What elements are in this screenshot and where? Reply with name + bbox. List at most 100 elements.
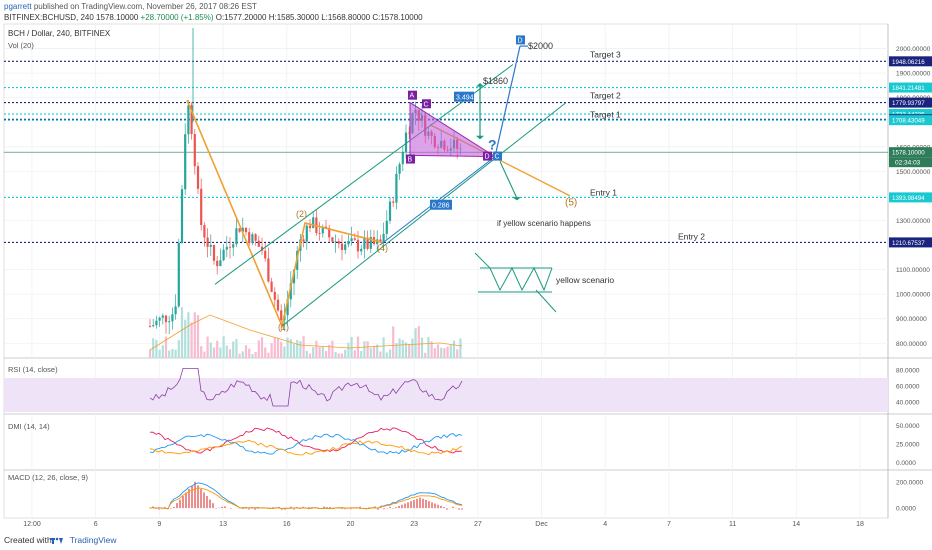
candle-body — [241, 227, 244, 232]
volume-bar — [427, 336, 430, 358]
volume-bar — [299, 341, 302, 358]
candle-body — [392, 201, 395, 203]
candle — [340, 234, 344, 261]
macd-hist-bar — [410, 501, 412, 509]
tradingview-brand[interactable]: TradingView — [69, 535, 117, 545]
candle — [302, 234, 305, 248]
level-label: 1708.43049 — [892, 118, 925, 125]
rsi-tick: 80.0000 — [896, 368, 920, 375]
macd-hist-bar — [368, 507, 370, 509]
level-label: 1393.98494 — [892, 195, 925, 202]
volume-bar — [235, 339, 238, 358]
volume-bar — [270, 343, 273, 358]
candle-body — [196, 166, 200, 189]
grid — [3, 23, 932, 519]
candle-body — [238, 228, 241, 232]
macd-hist-bar — [230, 508, 232, 509]
channel-middle — [281, 102, 567, 327]
countdown-label: 02:34:03 — [895, 160, 921, 167]
rsi-label: RSI (14, close) — [8, 365, 58, 374]
candle — [209, 234, 212, 256]
level-name: Target 3 — [590, 49, 621, 59]
level-label-bg — [889, 147, 932, 158]
volume-bar — [184, 319, 187, 358]
macd-label: MACD (12, 26, close, 9) — [8, 473, 89, 482]
macd-hist-bar — [392, 508, 394, 509]
x-tick-label: 16 — [283, 521, 291, 528]
macd-hist-bar — [407, 502, 409, 509]
candle-body — [312, 217, 315, 229]
macd-hist-bar — [179, 499, 181, 509]
candle — [315, 209, 318, 236]
volume-bar — [267, 352, 270, 358]
macd-hist-bar — [341, 508, 343, 509]
candle-body — [340, 243, 344, 250]
candle-body — [155, 320, 158, 326]
dmi-label: DMI (14, 14) — [8, 422, 50, 431]
candle-body — [369, 237, 372, 249]
candle — [334, 234, 337, 253]
label-1860: $1860 — [483, 76, 508, 86]
volume-bar — [440, 347, 443, 358]
author-link[interactable]: pgarrett — [4, 2, 32, 11]
candle-body — [257, 240, 260, 247]
macd-hist-bar — [428, 501, 430, 509]
pt-D: D — [485, 154, 490, 161]
volume-bar — [248, 348, 251, 358]
candle-body — [401, 152, 404, 165]
orange-line-2 — [304, 222, 384, 244]
yellow-scenario-text: yellow scenario — [556, 275, 614, 285]
level-name: Entry 2 — [678, 231, 705, 241]
volume-bar — [417, 326, 420, 358]
macd-hist-bar — [272, 507, 274, 509]
candle-body — [190, 105, 193, 135]
level-label: 1779.93797 — [892, 100, 925, 107]
level-label-bg — [889, 192, 932, 203]
volume-bar — [209, 342, 212, 358]
volume-bar — [254, 352, 257, 358]
candle-body — [292, 269, 296, 284]
volume-bar — [446, 346, 449, 358]
volume-bar — [337, 353, 340, 358]
macd-hist-bar — [308, 507, 310, 509]
macd-hist-bar — [422, 498, 424, 509]
pt-B-bg — [406, 154, 415, 164]
macd-hist-bar — [161, 508, 163, 510]
macd-hist-bar — [194, 481, 196, 509]
macd-hist-bar — [374, 506, 376, 509]
candle — [395, 166, 398, 210]
volume-bar — [241, 351, 244, 358]
candle-body — [168, 321, 171, 323]
volume-bar — [385, 352, 388, 358]
dmi-plus-line — [149, 427, 463, 454]
dmi-tick: 0.0000 — [896, 460, 916, 467]
price-change: +28.70000 (+1.85%) — [140, 13, 214, 22]
macd-hist-bar — [191, 485, 193, 509]
volume-bar — [372, 346, 376, 358]
volume-bar — [398, 338, 401, 358]
green-down-arrow — [499, 161, 518, 199]
macd-hist-bar — [386, 508, 388, 509]
level-label: 1841.21481 — [892, 85, 925, 92]
candle-body — [366, 237, 369, 249]
candle — [241, 217, 244, 243]
level-label: 1948.06216 — [892, 59, 925, 66]
yellow-scenario-tail — [535, 289, 557, 313]
price-tick-label: 900.00000 — [896, 316, 927, 323]
volume-bar — [292, 344, 296, 358]
volume-bar — [347, 342, 350, 358]
candle — [360, 244, 363, 256]
volume-bar — [180, 307, 184, 358]
volume-bar — [206, 336, 209, 358]
last-price: 1578.10000 — [96, 13, 139, 22]
x-tick-label: 27 — [474, 521, 482, 528]
volume-bar — [260, 337, 264, 358]
x-tick-label: 12:00 — [23, 521, 41, 528]
volume-bar — [187, 312, 190, 358]
macd-hist-bar — [212, 503, 214, 509]
footer: Created with TradingView — [4, 535, 117, 545]
candle-body — [388, 201, 392, 221]
candles — [148, 28, 462, 334]
publish-info: pgarrett published on TradingView.com, N… — [4, 2, 257, 11]
